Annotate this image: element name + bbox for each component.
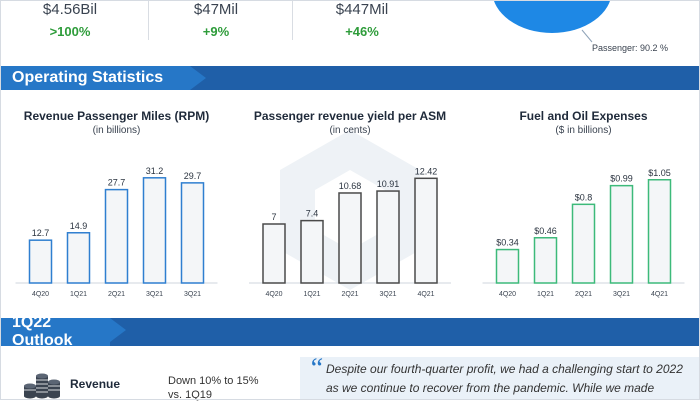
- bar-1q21: [66, 232, 91, 284]
- kpi-value-operating: $447Mil: [335, 1, 389, 18]
- tick-label: 3Q21: [613, 291, 630, 298]
- tick-label: 3Q21: [379, 291, 396, 298]
- bar-4q20: [262, 223, 286, 284]
- tick-label: 2Q21: [341, 291, 358, 298]
- outlook-value-line1: Down 10% to 15%: [168, 375, 259, 387]
- rpm-bar-chart: 12.7 4Q20 14.9 1Q21 27.7 2Q21 31.2 3Q21 29.7 3Q21: [15, 166, 218, 298]
- bar-3q21: [609, 184, 634, 284]
- kpi-change-revenue: >100%: [49, 24, 91, 39]
- coins-icon: [24, 373, 60, 399]
- tick-label: 1Q21: [303, 291, 320, 298]
- data-label: 7.4: [306, 209, 319, 219]
- outlook-revenue-value: Down 10% to 15% vs. 1Q19: [168, 374, 259, 402]
- data-label: 10.91: [377, 179, 400, 189]
- tick-label: 2Q21: [108, 291, 125, 298]
- kpi-change-net-income: +9%: [202, 24, 230, 39]
- chart-subtitle-yield: (in cents): [329, 125, 371, 136]
- fuel-bar-chart: $0.34 4Q20 $0.46 1Q21 $0.8 2Q21 $0.99 3Q21 $1.05…: [482, 168, 685, 298]
- bar-2q21: [104, 188, 129, 284]
- data-label: 12.7: [32, 228, 50, 238]
- chart-title-rpm: Revenue Passenger Miles (RPM): [23, 109, 210, 123]
- section-title: Operating Statistics: [0, 66, 206, 90]
- data-label: $0.34: [496, 238, 519, 248]
- tick-label: 2Q21: [575, 291, 592, 298]
- tick-label: 4Q20: [499, 291, 516, 298]
- chart-subtitle-fuel: ($ in billions): [555, 125, 612, 136]
- data-label: 29.7: [184, 171, 202, 181]
- tick-label: 4Q20: [265, 291, 282, 298]
- data-label: 10.68: [339, 181, 362, 191]
- bar-2q21: [338, 192, 362, 284]
- data-label: 7: [271, 212, 276, 222]
- kpi-change-operating: +46%: [345, 24, 379, 39]
- pie-leader-line: [581, 29, 593, 43]
- bar-3q21: [180, 182, 205, 284]
- yield-bar-chart: 7 4Q20 7.4 1Q21 10.68 2Q21 10.91 3Q21 12.42 4Q21: [249, 166, 451, 298]
- tick-label: 4Q21: [417, 291, 434, 298]
- bar-3q21: [142, 177, 167, 284]
- kpi-divider: [148, 0, 149, 40]
- operating-statistics-header: Operating Statistics: [0, 66, 700, 90]
- data-label: 14.9: [70, 221, 88, 231]
- bar-1q21: [300, 219, 324, 284]
- kpi-value-revenue: $4.56Bil: [42, 1, 98, 18]
- chart-title-yield: Passenger revenue yield per ASM: [253, 109, 447, 123]
- outlook-revenue-label: Revenue: [70, 377, 121, 391]
- data-label: $0.8: [575, 192, 593, 202]
- kpi-divider: [292, 0, 293, 40]
- chart-title-fuel: Fuel and Oil Expenses: [519, 109, 648, 123]
- data-label: 12.42: [415, 166, 438, 176]
- pie-legend-passenger: Passenger: 90.2 %: [592, 43, 669, 53]
- bar-4q20: [495, 248, 520, 284]
- bar-3q21: [376, 190, 400, 284]
- chart-subtitle-rpm: (in billions): [92, 125, 141, 136]
- data-label: $1.05: [648, 168, 671, 178]
- data-label: 31.2: [146, 166, 164, 176]
- kpi-value-net-income: $47Mil: [193, 1, 239, 18]
- outlook-header: 1Q22 Outlook: [0, 314, 700, 349]
- tick-label: 1Q21: [537, 291, 554, 298]
- section-title: 1Q22 Outlook: [0, 314, 126, 349]
- tick-label: 3Q21: [146, 291, 163, 298]
- bar-4q20: [28, 239, 53, 284]
- tick-label: 3Q21: [184, 291, 201, 298]
- pie-slice-passenger: [493, 0, 611, 33]
- bar-4q21: [647, 179, 672, 284]
- revenue-pie-chart: [493, 0, 611, 43]
- quote-text: Despite our fourth-quarter profit, we ha…: [326, 362, 683, 395]
- data-label: $0.46: [534, 226, 557, 236]
- tick-label: 1Q21: [70, 291, 87, 298]
- data-label: $0.99: [610, 174, 633, 184]
- quote-mark-icon: “: [308, 353, 324, 384]
- bar-4q21: [414, 177, 438, 284]
- tick-label: 4Q20: [32, 291, 49, 298]
- ceo-quote: “ Despite our fourth-quarter profit, we …: [300, 353, 700, 400]
- tick-label: 4Q21: [651, 291, 668, 298]
- bar-1q21: [533, 237, 558, 284]
- outlook-value-line2: vs. 1Q19: [168, 389, 213, 401]
- data-label: 27.7: [108, 178, 126, 188]
- bar-2q21: [571, 203, 596, 284]
